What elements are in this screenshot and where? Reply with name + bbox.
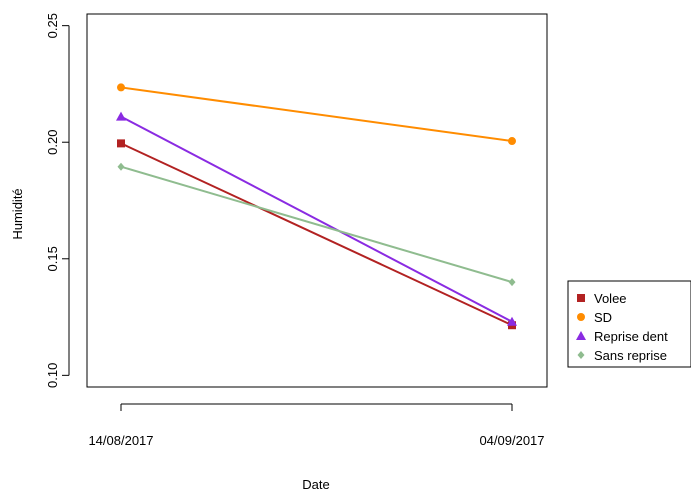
legend-label-reprise-dent: Reprise dent bbox=[594, 329, 668, 344]
series-sd bbox=[117, 83, 516, 146]
data-point-reprise-dent bbox=[507, 316, 517, 326]
series-line-sans-reprise bbox=[120, 165, 513, 284]
legend-label-sans-reprise: Sans reprise bbox=[594, 348, 667, 363]
series-group bbox=[116, 83, 517, 330]
legend: Volee SD Reprise dent Sans reprise bbox=[567, 280, 691, 368]
series-reprise-dent bbox=[116, 111, 517, 326]
legend-marker-volee bbox=[577, 294, 585, 302]
y-tick-label: 0.25 bbox=[45, 13, 60, 38]
y-tick-label: 0.15 bbox=[45, 246, 60, 271]
legend-marker-sans-reprise bbox=[577, 351, 585, 359]
plot-frame bbox=[86, 13, 548, 388]
legend-box bbox=[567, 280, 691, 368]
data-point-volee bbox=[117, 139, 125, 148]
series-volee bbox=[117, 139, 516, 330]
legend-label-sd: SD bbox=[594, 310, 612, 325]
y-tick-label: 0.20 bbox=[45, 130, 60, 155]
data-point-sans-reprise bbox=[508, 278, 516, 287]
legend-marker-reprise-dent bbox=[576, 331, 586, 340]
series-line-sd bbox=[120, 86, 513, 143]
data-point-sd bbox=[508, 137, 516, 146]
data-point-reprise-dent bbox=[116, 111, 126, 121]
legend-marker-sd bbox=[577, 313, 585, 321]
series-line-volee bbox=[120, 142, 513, 327]
series-sans-reprise bbox=[117, 162, 516, 287]
x-tick-label: 14/08/2017 bbox=[88, 433, 153, 448]
series-line-reprise-dent bbox=[120, 115, 513, 323]
y-axis-title: Humidité bbox=[10, 188, 25, 239]
x-axis: 14/08/2017 04/09/2017 bbox=[88, 403, 545, 448]
data-point-sans-reprise bbox=[117, 162, 125, 171]
y-axis: 0.10 0.15 0.20 0.25 bbox=[45, 13, 70, 388]
y-tick-label: 0.10 bbox=[45, 363, 60, 388]
x-tick-label: 04/09/2017 bbox=[479, 433, 544, 448]
data-point-sd bbox=[117, 83, 125, 92]
x-axis-title: Date bbox=[302, 477, 329, 492]
legend-label-volee: Volee bbox=[594, 291, 627, 306]
